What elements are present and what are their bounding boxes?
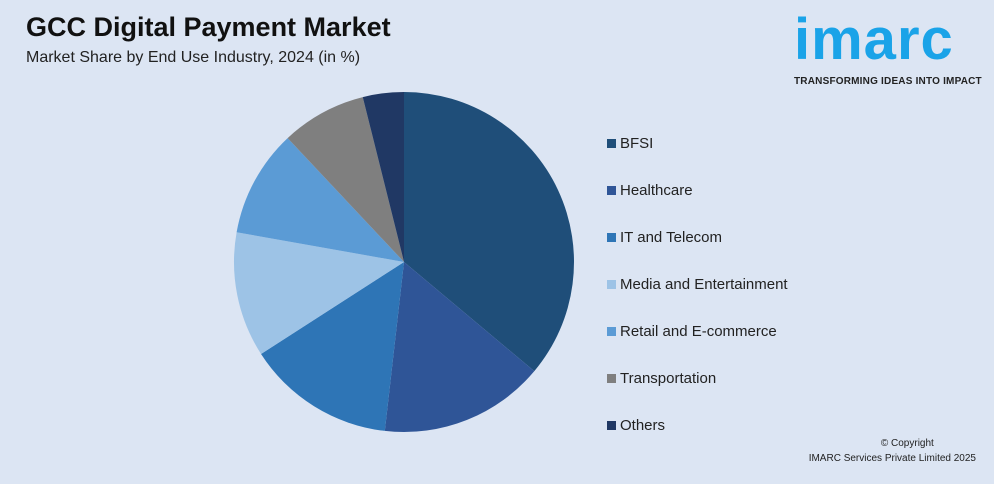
- chart-subtitle: Market Share by End Use Industry, 2024 (…: [26, 49, 361, 66]
- legend-item: BFSI: [607, 120, 788, 167]
- chart-title: GCC Digital Payment Market: [26, 12, 391, 42]
- legend-swatch: [607, 139, 616, 148]
- legend-swatch: [607, 421, 616, 430]
- legend-swatch: [607, 186, 616, 195]
- imarc-logo: imarc TRANSFORMING IDEAS INTO IMPACT: [790, 7, 990, 88]
- legend-label: BFSI: [620, 135, 654, 152]
- pie-slice-retail-and-e-commerce: [236, 138, 404, 262]
- copyright: © Copyright IMARC Services Private Limit…: [809, 436, 976, 466]
- company-text: IMARC Services Private Limited 2025: [808, 453, 976, 464]
- pie-slice-bfsi: [404, 92, 574, 372]
- pie-slice-media-and-entertainment: [234, 232, 404, 354]
- legend-swatch: [607, 233, 616, 242]
- logo-word: imarc: [794, 7, 954, 72]
- legend-label: Retail and E-commerce: [620, 323, 777, 340]
- legend-label: Others: [620, 417, 666, 434]
- legend-item: Healthcare: [607, 167, 788, 214]
- pie-slice-transportation: [287, 97, 404, 262]
- legend-item: Media and Entertainment: [607, 261, 788, 308]
- legend-item: Retail and E-commerce: [607, 308, 788, 355]
- logo-tagline: TRANSFORMING IDEAS INTO IMPACT: [794, 76, 982, 87]
- copyright-text: © Copyright: [880, 438, 934, 449]
- legend-label: Transportation: [620, 370, 717, 387]
- legend-label: IT and Telecom: [620, 229, 723, 246]
- pie-slice-healthcare: [384, 262, 535, 432]
- legend-swatch: [607, 327, 616, 336]
- pie-slice-others: [362, 92, 404, 262]
- legend-swatch: [607, 280, 616, 289]
- legend-label: Media and Entertainment: [620, 276, 788, 293]
- legend-label: Healthcare: [620, 182, 693, 199]
- pie-slice-it-and-telecom: [261, 262, 404, 431]
- legend-item: Transportation: [607, 355, 788, 402]
- legend-item: Others: [607, 402, 788, 449]
- legend-swatch: [607, 374, 616, 383]
- legend-item: IT and Telecom: [607, 214, 788, 261]
- legend: BFSI Healthcare IT and Telecom Media and En…: [607, 120, 788, 449]
